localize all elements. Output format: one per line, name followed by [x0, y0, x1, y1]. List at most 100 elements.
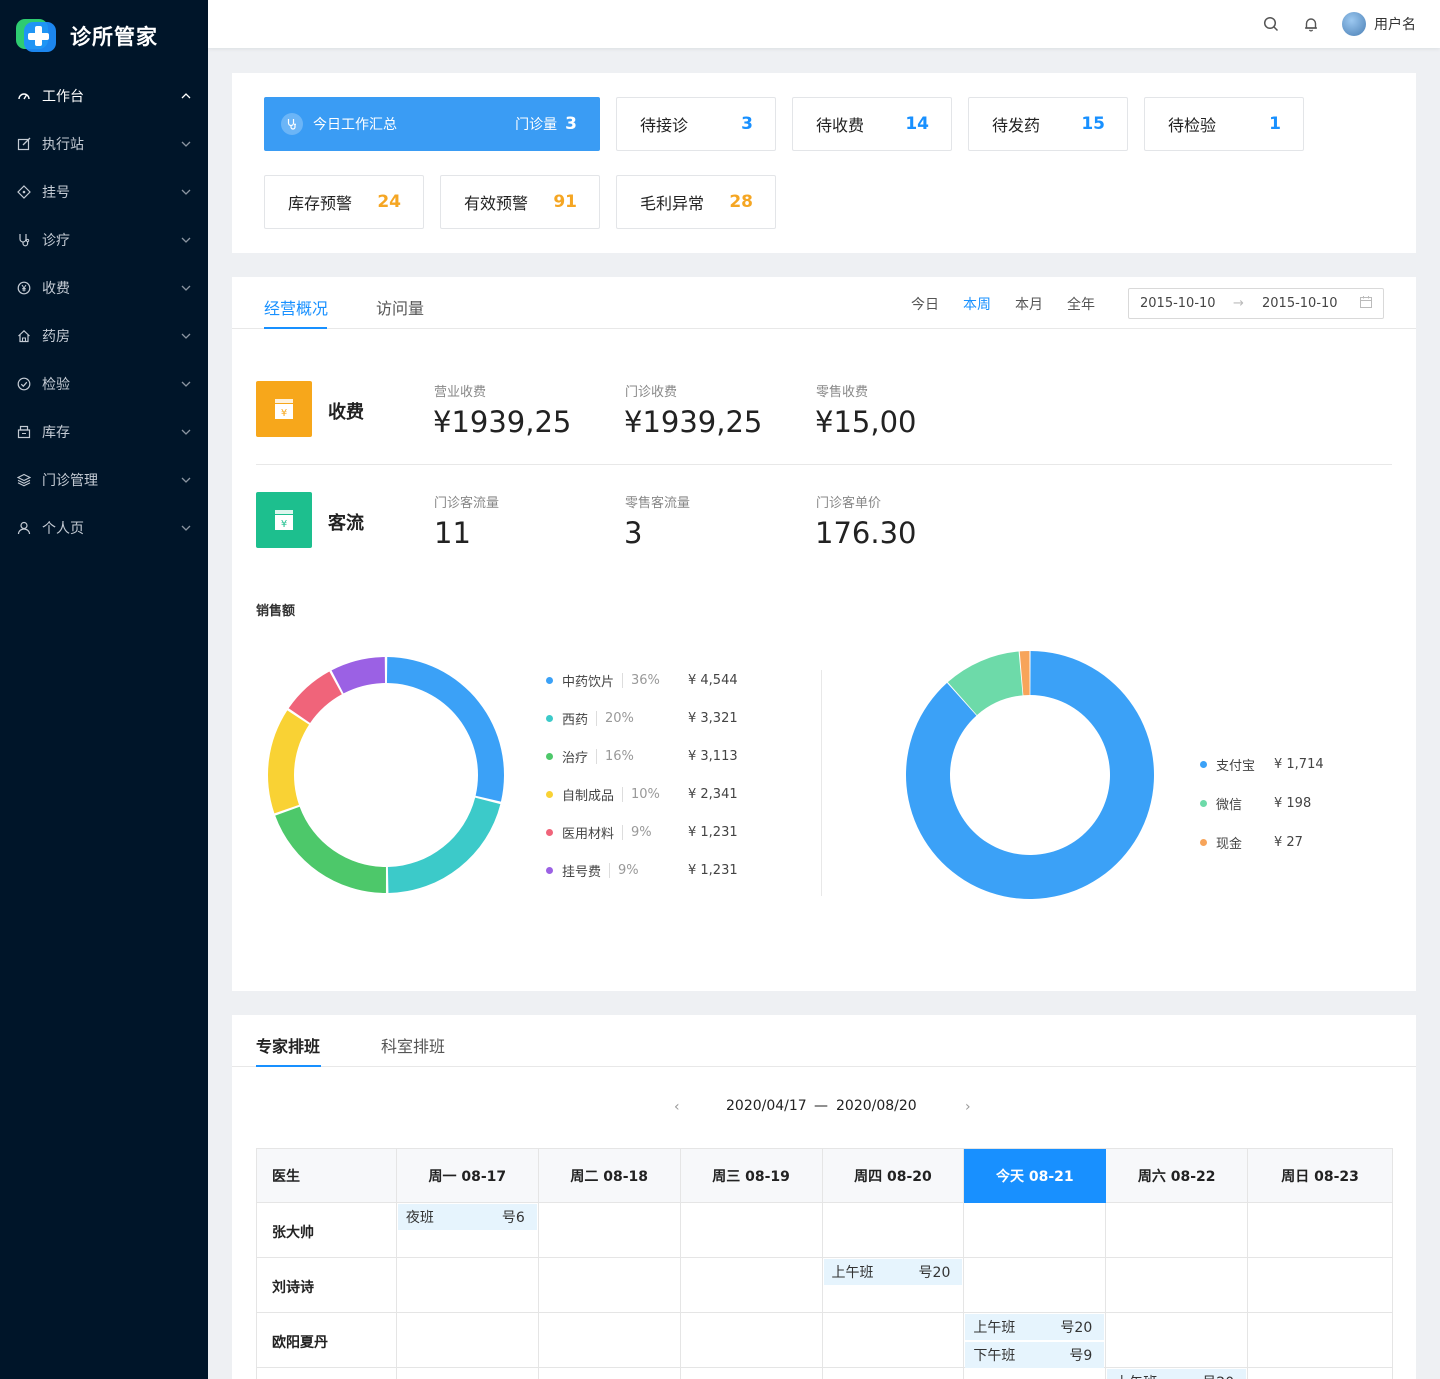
kpi-label: 零售收费 — [816, 385, 869, 400]
stat-card[interactable]: 待收费 14 — [792, 97, 952, 151]
today-summary-card[interactable]: 今日工作汇总 门诊量 3 — [264, 97, 600, 151]
schedule-cell[interactable]: 夜班 号6 — [396, 1203, 539, 1258]
schedule-cell[interactable] — [538, 1258, 681, 1313]
donut-slice[interactable] — [947, 651, 1023, 716]
sidebar-item-label: 工作台 — [42, 89, 84, 105]
sidebar-item-5[interactable]: 药房 — [0, 312, 208, 360]
shift-slot[interactable]: 上午班 号20 — [823, 1259, 963, 1285]
stat-card[interactable]: 待检验 1 — [1144, 97, 1304, 151]
chevron-right-icon[interactable]: › — [965, 1099, 971, 1115]
legend-item[interactable]: 自制成品 10% ¥ 2,341 — [546, 784, 738, 804]
schedule-cell[interactable] — [823, 1368, 965, 1379]
schedule-cell[interactable] — [1106, 1313, 1249, 1368]
table-header-row: 医生 周一 08-17 周二 08-18 周三 08-19 周四 08-20 今天 08-… — [257, 1149, 1394, 1203]
legend-dot — [546, 828, 553, 836]
stat-card[interactable]: 库存预警 24 — [264, 175, 424, 229]
sidebar-item-3[interactable]: 诊疗 — [0, 216, 208, 264]
schedule-cell[interactable] — [1106, 1258, 1249, 1313]
legend-item[interactable]: 中药饮片 36% ¥ 4,544 — [546, 670, 738, 690]
legend-item[interactable]: 西药 20% ¥ 3,321 — [546, 708, 738, 728]
schedule-cell[interactable]: 上午班 号20 — [822, 1258, 965, 1313]
sidebar-item-4[interactable]: 收费 — [0, 264, 208, 312]
schedule-cell[interactable] — [396, 1258, 539, 1313]
stat-card[interactable]: 待接诊 3 — [616, 97, 776, 151]
schedule-cell[interactable]: 上午班 号20 下午班 号9 — [964, 1313, 1107, 1368]
shift-slot[interactable]: 上午班 号20 — [1107, 1369, 1247, 1379]
shift-slot[interactable]: 上午班 号20 — [965, 1314, 1105, 1340]
tab-business-overview[interactable]: 经营概况 — [264, 299, 329, 318]
legend-dot — [546, 714, 553, 722]
tab-visits[interactable]: 访问量 — [376, 299, 425, 318]
username: 用户名 — [1374, 17, 1416, 33]
schedule-cell[interactable] — [822, 1313, 965, 1368]
sidebar-item-1[interactable]: 执行站 — [0, 120, 208, 168]
shift-slot[interactable]: 夜班 号6 — [397, 1204, 537, 1230]
legend-value: ¥ 198 — [1274, 795, 1312, 811]
range-today[interactable]: 今日 — [911, 297, 939, 313]
range-year[interactable]: 全年 — [1067, 297, 1095, 313]
legend-dot — [1200, 760, 1207, 768]
legend-label: 中药饮片 — [562, 674, 615, 690]
schedule-cell[interactable]: 上午班 号20 — [1106, 1368, 1249, 1379]
bell-icon[interactable] — [1302, 15, 1320, 33]
donut-slice[interactable] — [386, 657, 504, 802]
tab-expert-schedule[interactable]: 专家排班 — [256, 1037, 321, 1056]
tab-department-schedule[interactable]: 科室排班 — [381, 1037, 446, 1056]
stat-card[interactable]: 待发药 15 — [968, 97, 1128, 151]
schedule-cell[interactable] — [1248, 1313, 1393, 1368]
schedule-cell[interactable] — [822, 1203, 965, 1258]
column-header: 今天 08-21 — [964, 1149, 1107, 1203]
range-week[interactable]: 本周 — [963, 297, 991, 313]
donut-slice[interactable] — [275, 806, 386, 893]
legend-item[interactable]: 微信 ¥ 198 — [1200, 793, 1311, 813]
stat-card[interactable]: 有效预警 91 — [440, 175, 600, 229]
shift-slot[interactable]: 下午班 号9 — [965, 1342, 1105, 1368]
stat-card[interactable]: 毛利异常 28 — [616, 175, 776, 229]
schedule-cell[interactable] — [1248, 1368, 1393, 1379]
legend-item[interactable]: 支付宝 ¥ 1,714 — [1200, 754, 1324, 774]
logo[interactable]: 诊所管家 — [0, 0, 208, 72]
legend-item[interactable]: 医用材料 9% ¥ 1,231 — [546, 822, 738, 842]
donut-slice[interactable] — [1019, 651, 1030, 696]
schedule-cell[interactable] — [1106, 1203, 1249, 1258]
schedule-cell[interactable] — [681, 1368, 823, 1379]
range-month[interactable]: 本月 — [1015, 297, 1043, 313]
schedule-cell[interactable] — [1248, 1258, 1393, 1313]
schedule-cell[interactable] — [680, 1313, 823, 1368]
schedule-cell[interactable] — [964, 1258, 1107, 1313]
donut-slice[interactable] — [288, 671, 342, 723]
sidebar-item-9[interactable]: 个人页 — [0, 504, 208, 552]
legend-item[interactable]: 现金 ¥ 27 — [1200, 832, 1303, 852]
sidebar-item-7[interactable]: 库存 — [0, 408, 208, 456]
dashboard-icon — [16, 88, 32, 104]
schedule-cell[interactable] — [396, 1313, 539, 1368]
chevron-left-icon[interactable]: ‹ — [674, 1099, 680, 1115]
legend-item[interactable]: 治疗 16% ¥ 3,113 — [546, 746, 738, 766]
schedule-cell[interactable] — [538, 1203, 681, 1258]
user-menu[interactable]: 用户名 — [1342, 12, 1416, 36]
legend-item[interactable]: 挂号费 9% ¥ 1,231 — [546, 860, 738, 880]
schedule-cell[interactable] — [539, 1368, 681, 1379]
doctor-cell: 张大帅 — [257, 1203, 397, 1258]
sidebar-item-label: 药房 — [42, 329, 70, 345]
donut-slice[interactable] — [387, 797, 501, 893]
schedule-cell[interactable] — [964, 1203, 1107, 1258]
date-range-picker[interactable]: 2015-10-10 → 2015-10-10 — [1128, 288, 1384, 319]
donut-slice[interactable] — [906, 651, 1154, 899]
schedule-cell[interactable] — [680, 1203, 823, 1258]
search-icon[interactable] — [1262, 15, 1280, 33]
schedule-cell[interactable] — [1248, 1203, 1393, 1258]
sidebar-item-6[interactable]: 检验 — [0, 360, 208, 408]
donut-slice[interactable] — [268, 710, 310, 814]
shift-number: 号20 — [918, 1265, 951, 1281]
schedule-cell[interactable] — [680, 1258, 823, 1313]
schedule-cell[interactable] — [538, 1313, 681, 1368]
schedule-cell[interactable] — [964, 1368, 1107, 1379]
schedule-cell[interactable] — [397, 1368, 539, 1379]
calendar-icon[interactable] — [1359, 295, 1373, 313]
sidebar-item-8[interactable]: 门诊管理 — [0, 456, 208, 504]
donut-slice[interactable] — [331, 657, 386, 694]
sidebar-item-0[interactable]: 工作台 — [0, 72, 208, 120]
kpi-value: ¥1939,25 — [624, 405, 763, 439]
sidebar-item-2[interactable]: 挂号 — [0, 168, 208, 216]
